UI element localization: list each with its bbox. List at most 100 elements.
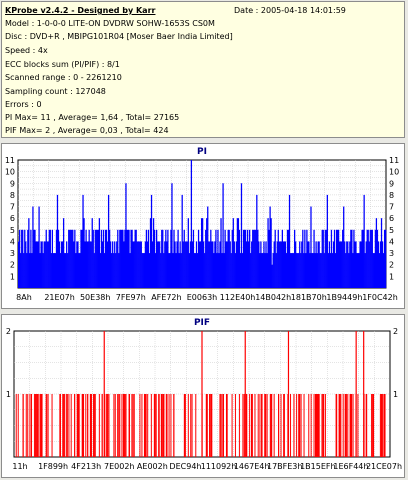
pi-bar [267, 218, 269, 288]
pi-bar [368, 241, 370, 288]
pi-bar [32, 206, 34, 288]
pi-bar [160, 253, 162, 288]
pi-bar [282, 241, 285, 288]
pi-bar [76, 241, 78, 288]
pi-bar [146, 241, 149, 288]
x-tick-label: 11h [12, 462, 27, 471]
pi-bar [137, 241, 139, 288]
pi-bar [138, 241, 140, 288]
pi-bar [159, 241, 161, 288]
info-disc: Disc : DVD+R , MBIPG101R04 [Moser Baer I… [5, 32, 233, 41]
pi-bar [186, 241, 188, 288]
y-tick-label-right: 1 [389, 272, 394, 281]
pi-bar [320, 253, 322, 288]
x-tick-label: 7E002h [104, 462, 134, 471]
pi-bar [205, 229, 207, 288]
pi-bar [260, 241, 262, 288]
pi-bar [52, 253, 55, 288]
pi-bar [83, 218, 85, 288]
y-tick-label-right: 3 [389, 249, 394, 258]
pi-bar [68, 229, 70, 288]
pi-bar [233, 241, 235, 288]
pi-bar [80, 229, 82, 288]
scan-date: Date : 2005-04-18 14:01:59 [234, 6, 346, 15]
pi-bar [216, 253, 218, 288]
pif-chart: PIF 1 1 2 2 11h 1F899h 4F213h 7E002h AE002h DEC94h… [6, 318, 402, 471]
pi-bar [370, 229, 372, 288]
pi-chart-panel: PI 1 1 2 2 3 3 4 4 5 5 6 6 7 7 8 8 9 9 10 10 11 11 8Ah 21E07h 50E… [1, 143, 405, 309]
pif-chart-panel: PIF 1 1 2 2 11h 1F899h 4F213h 7E002h AE002h DEC94h… [1, 314, 405, 478]
pi-bar [191, 241, 194, 288]
pi-bar [118, 253, 120, 288]
pi-bar [142, 253, 144, 288]
y-tick-label-right: 5 [389, 226, 394, 235]
pi-bar [144, 241, 147, 288]
pi-bar [162, 229, 164, 288]
pi-bar [23, 253, 25, 288]
pi-bar [235, 241, 238, 288]
pi-bar [313, 229, 315, 288]
pi-bar [272, 253, 274, 288]
pi-bar [88, 229, 90, 288]
pi-bar [175, 253, 177, 288]
pi-bar [50, 253, 52, 288]
y-tick-label-right: 4 [389, 237, 394, 246]
pi-bar [310, 206, 312, 288]
pi-bar [212, 241, 214, 288]
y-tick-label: 2 [10, 261, 15, 270]
pi-bar [350, 229, 352, 288]
pi-bar [154, 253, 157, 288]
x-tick-label: AFE72h [151, 293, 181, 302]
pi-bar [317, 241, 319, 288]
pi-bar [336, 229, 339, 288]
pi-bar [124, 229, 126, 288]
y-tick-label-right: 10 [389, 168, 399, 177]
pi-bar [151, 241, 154, 288]
pi-bar [62, 218, 65, 288]
info-panel: KProbe v2.4.2 - Designed by Karr Date : … [1, 1, 405, 138]
pi-bar [329, 253, 332, 288]
x-tick-label: 17BFE3h [267, 462, 302, 471]
pi-bar [234, 253, 236, 288]
pi-bar [285, 253, 288, 288]
pi-bar [71, 229, 73, 288]
info-model: Model : 1-0-0-0 LITE-ON DVDRW SOHW-1653S… [5, 19, 215, 28]
pi-bar [36, 241, 38, 288]
y-tick-label: 11 [5, 156, 15, 165]
pi-bar [355, 241, 357, 288]
pi-bar [300, 253, 302, 288]
chart-title: PIF [194, 318, 210, 328]
pi-bar [117, 229, 119, 288]
pi-bar [103, 253, 106, 288]
pi-bar [305, 253, 307, 288]
pi-bar [375, 218, 378, 288]
pi-bar [373, 253, 376, 288]
pi-bar [94, 229, 96, 288]
y-tick-label-right: 2 [389, 261, 394, 270]
pi-bar [61, 241, 64, 288]
pi-bar [134, 229, 136, 288]
pi-bar [185, 241, 187, 288]
pi-bar [268, 229, 270, 288]
pi-bar [292, 253, 295, 288]
pi-bar [382, 253, 385, 288]
pi-bar [131, 229, 133, 288]
pi-bar [45, 229, 47, 288]
pi-bar [207, 206, 209, 288]
pi-bar [312, 253, 314, 288]
pi-bar [384, 229, 387, 288]
pi-bar [167, 229, 169, 288]
pi-bar [250, 253, 252, 288]
pi-bar [328, 241, 331, 288]
pi-bar [54, 253, 57, 288]
pi-bar [301, 241, 303, 288]
pi-bar [74, 229, 76, 288]
pi-bar [348, 253, 350, 288]
pi-bar [67, 253, 69, 288]
pi-bar [356, 253, 358, 288]
pi-bar [130, 229, 132, 288]
pi-bar [229, 241, 231, 288]
x-tick-label: 21E07h [44, 293, 74, 302]
pi-bar [29, 253, 31, 288]
pi-bar [176, 241, 178, 288]
